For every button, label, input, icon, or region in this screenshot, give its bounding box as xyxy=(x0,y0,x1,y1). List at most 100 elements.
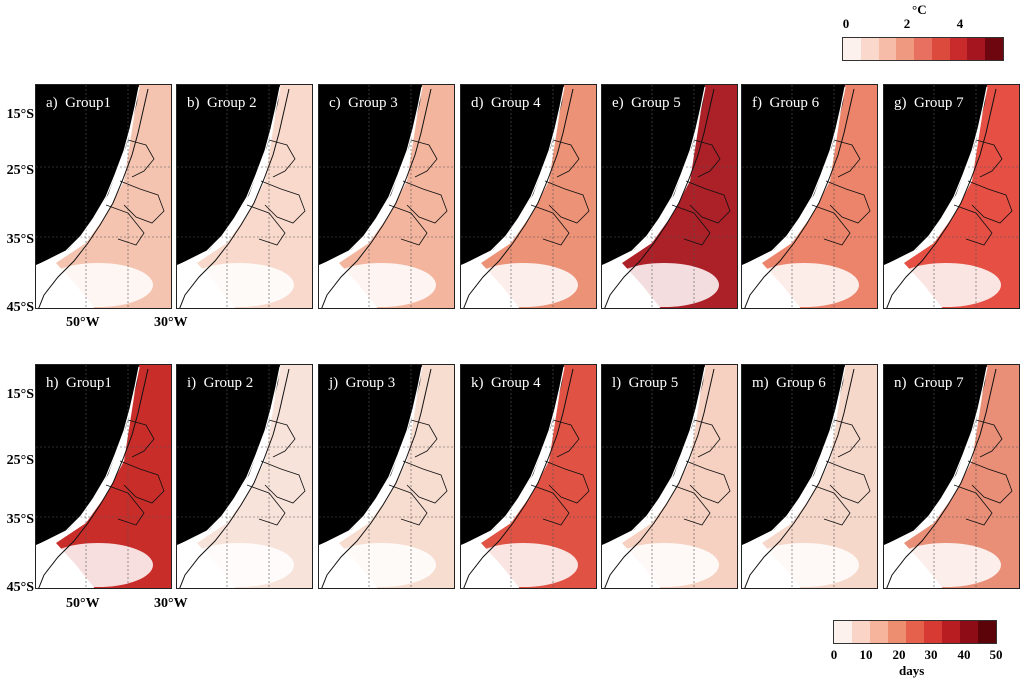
isobath xyxy=(321,368,432,588)
coastline xyxy=(742,86,846,267)
map-svg xyxy=(177,365,312,588)
colorbar-swatch xyxy=(942,621,960,643)
lat-label-25s: 25°S xyxy=(6,453,34,468)
anomaly-field xyxy=(622,85,737,308)
panel-letter: k) xyxy=(471,375,491,391)
contour-lines xyxy=(246,419,306,526)
map-panel: d) Group 4 xyxy=(460,84,597,309)
colorbar-swatch xyxy=(967,38,986,60)
coastline xyxy=(884,366,988,547)
bottom-colorbar-tick: 0 xyxy=(830,647,838,662)
panel-label: h) Group1 xyxy=(46,375,112,392)
coastline xyxy=(177,86,281,267)
panel-group-name: Group 3 xyxy=(345,375,396,391)
coastline xyxy=(461,366,565,547)
panel-group-name: Group 5 xyxy=(631,95,681,111)
isobath xyxy=(744,368,855,588)
map-panel: i) Group 2 xyxy=(176,364,313,589)
lat-label-35s: 35°S xyxy=(6,512,34,527)
panel-label: l) Group 5 xyxy=(612,375,678,392)
isobath xyxy=(38,368,149,588)
map-panel: a) Group1 xyxy=(35,84,172,309)
contour-lines xyxy=(811,419,871,526)
contour-lines xyxy=(105,419,165,526)
colorbar-swatch xyxy=(860,38,879,60)
land-mask xyxy=(36,365,139,545)
anomaly-field xyxy=(481,365,596,588)
panel-label: b) Group 2 xyxy=(187,95,257,112)
panel-label: j) Group 3 xyxy=(329,375,395,392)
map-svg xyxy=(884,85,1019,308)
map-svg xyxy=(742,365,877,588)
panel-letter: d) xyxy=(471,95,491,111)
neutral-area xyxy=(891,543,1001,587)
contour-lines xyxy=(105,139,165,246)
panel-letter: b) xyxy=(187,95,207,111)
neutral-area xyxy=(43,543,153,587)
colorbar-swatch xyxy=(960,621,978,643)
contour-lines xyxy=(530,419,590,526)
bottom-colorbar-tick: 30 xyxy=(924,647,938,662)
lat-label-45s: 45°S xyxy=(6,300,34,315)
anomaly-field xyxy=(762,365,877,588)
panel-letter: i) xyxy=(187,375,204,391)
neutral-area xyxy=(184,263,294,307)
land-mask xyxy=(884,85,987,265)
contour-lines xyxy=(388,419,448,526)
panel-group-name: Group 7 xyxy=(914,95,964,111)
land-mask xyxy=(319,85,422,265)
panel-letter: j) xyxy=(329,375,346,391)
anomaly-field xyxy=(339,85,454,308)
map-svg xyxy=(884,365,1019,588)
panel-label: n) Group 7 xyxy=(894,375,964,392)
isobath xyxy=(463,88,574,308)
isobath xyxy=(604,368,715,588)
lat-label-15s: 15°S xyxy=(6,107,34,122)
map-panel: c) Group 3 xyxy=(318,84,455,309)
land-mask xyxy=(319,365,422,545)
land-mask xyxy=(884,365,987,545)
panel-label: k) Group 4 xyxy=(471,375,541,392)
contour-lines xyxy=(811,139,871,246)
map-svg xyxy=(602,365,737,588)
map-panel: b) Group 2 xyxy=(176,84,313,309)
map-svg xyxy=(602,85,737,308)
coastline xyxy=(742,366,846,547)
lat-label-15s: 15°S xyxy=(6,387,34,402)
neutral-area xyxy=(749,543,859,587)
panel-group-name: Group 2 xyxy=(203,375,254,391)
panel-group-name: Group1 xyxy=(66,375,112,391)
panel-label: i) Group 2 xyxy=(187,375,253,392)
anomaly-field xyxy=(339,365,454,588)
anomaly-field xyxy=(197,365,312,588)
colorbar-swatch xyxy=(834,621,852,643)
coastline xyxy=(461,86,565,267)
panel-letter: e) xyxy=(612,95,632,111)
panel-label: a) Group1 xyxy=(46,95,111,112)
lon-label-30w: 30°W xyxy=(154,596,188,611)
panel-group-name: Group1 xyxy=(65,95,111,111)
land-mask xyxy=(602,365,705,545)
top-colorbar-tick: 0 xyxy=(842,16,850,31)
map-svg xyxy=(319,85,454,308)
colorbar-swatch xyxy=(931,38,950,60)
map-svg xyxy=(319,365,454,588)
map-panel: j) Group 3 xyxy=(318,364,455,589)
panel-group-name: Group 4 xyxy=(491,95,541,111)
bottom-colorbar-tick: 20 xyxy=(892,647,906,662)
land-mask xyxy=(461,365,564,545)
lat-label-45s: 45°S xyxy=(6,580,34,595)
panel-label: d) Group 4 xyxy=(471,95,541,112)
lat-label-25s: 25°S xyxy=(6,163,34,178)
isobath xyxy=(179,88,290,308)
contour-lines xyxy=(671,419,731,526)
coastline xyxy=(602,86,706,267)
contour-lines xyxy=(953,139,1013,246)
contour-lines xyxy=(388,139,448,246)
map-panel: e) Group 5 xyxy=(601,84,738,309)
anomaly-field xyxy=(904,365,1019,588)
neutral-area xyxy=(326,263,436,307)
panel-group-name: Group 4 xyxy=(491,375,541,391)
colorbar-swatch xyxy=(896,38,915,60)
panel-label: f) Group 6 xyxy=(752,95,819,112)
